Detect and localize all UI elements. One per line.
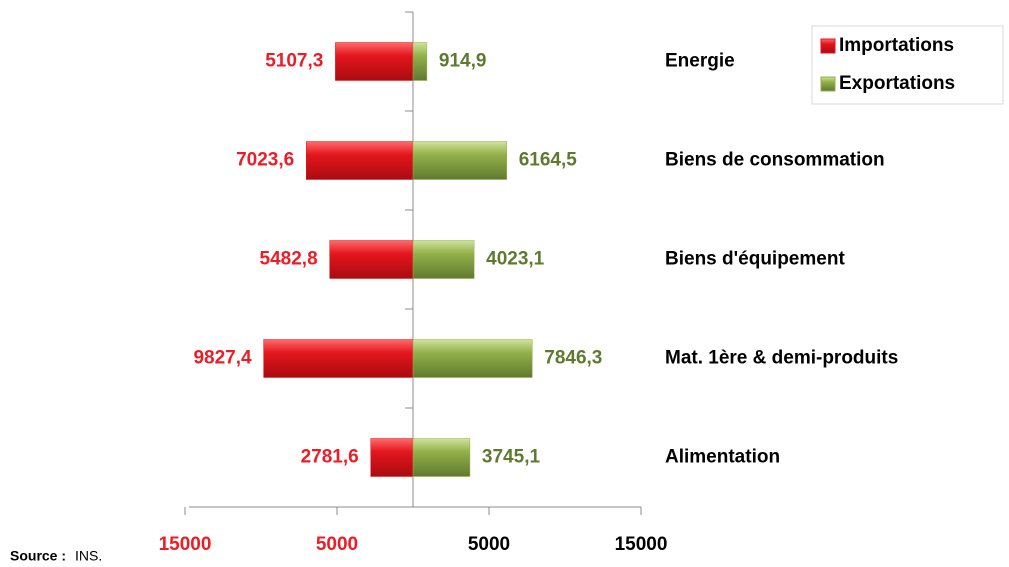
legend-box — [811, 25, 1004, 105]
bar — [335, 42, 414, 81]
value-label: 7846,3 — [544, 348, 602, 369]
bar — [263, 339, 414, 378]
value-label: 4023,1 — [486, 249, 545, 270]
value-label: 2781,6 — [301, 447, 359, 468]
value-label: 3745,1 — [482, 447, 541, 468]
value-label: 5107,3 — [265, 51, 323, 72]
legend-swatch — [820, 76, 836, 92]
category-label: Biens de consommation — [665, 150, 885, 171]
value-label: 914,9 — [439, 51, 487, 72]
legend-label: Importations — [839, 35, 954, 56]
value-label: 7023,6 — [236, 150, 294, 171]
value-label: 6164,5 — [519, 150, 578, 171]
x-tick-label: 15000 — [159, 534, 212, 555]
source-label: Source : — [10, 548, 66, 564]
category-label: Alimentation — [665, 447, 780, 468]
bar — [412, 339, 533, 378]
x-tick-label: 15000 — [615, 534, 668, 555]
source: INS. — [75, 548, 102, 564]
value-label: 9827,4 — [193, 348, 252, 369]
legend-label: Exportations — [839, 73, 955, 94]
bar — [412, 240, 475, 279]
x-tick-label: 5000 — [316, 534, 358, 555]
bar — [370, 438, 414, 477]
value-label: 5482,8 — [260, 249, 318, 270]
category-label: Mat. 1ère & demi-produits — [665, 348, 898, 369]
bar — [412, 438, 471, 477]
bar — [305, 141, 414, 180]
bar — [412, 141, 507, 180]
category-label: Energie — [665, 51, 735, 72]
bar — [329, 240, 414, 279]
category-label: Biens d'équipement — [665, 249, 845, 270]
legend-swatch — [820, 38, 836, 54]
x-tick-label: 5000 — [468, 534, 510, 555]
bar — [412, 42, 428, 81]
